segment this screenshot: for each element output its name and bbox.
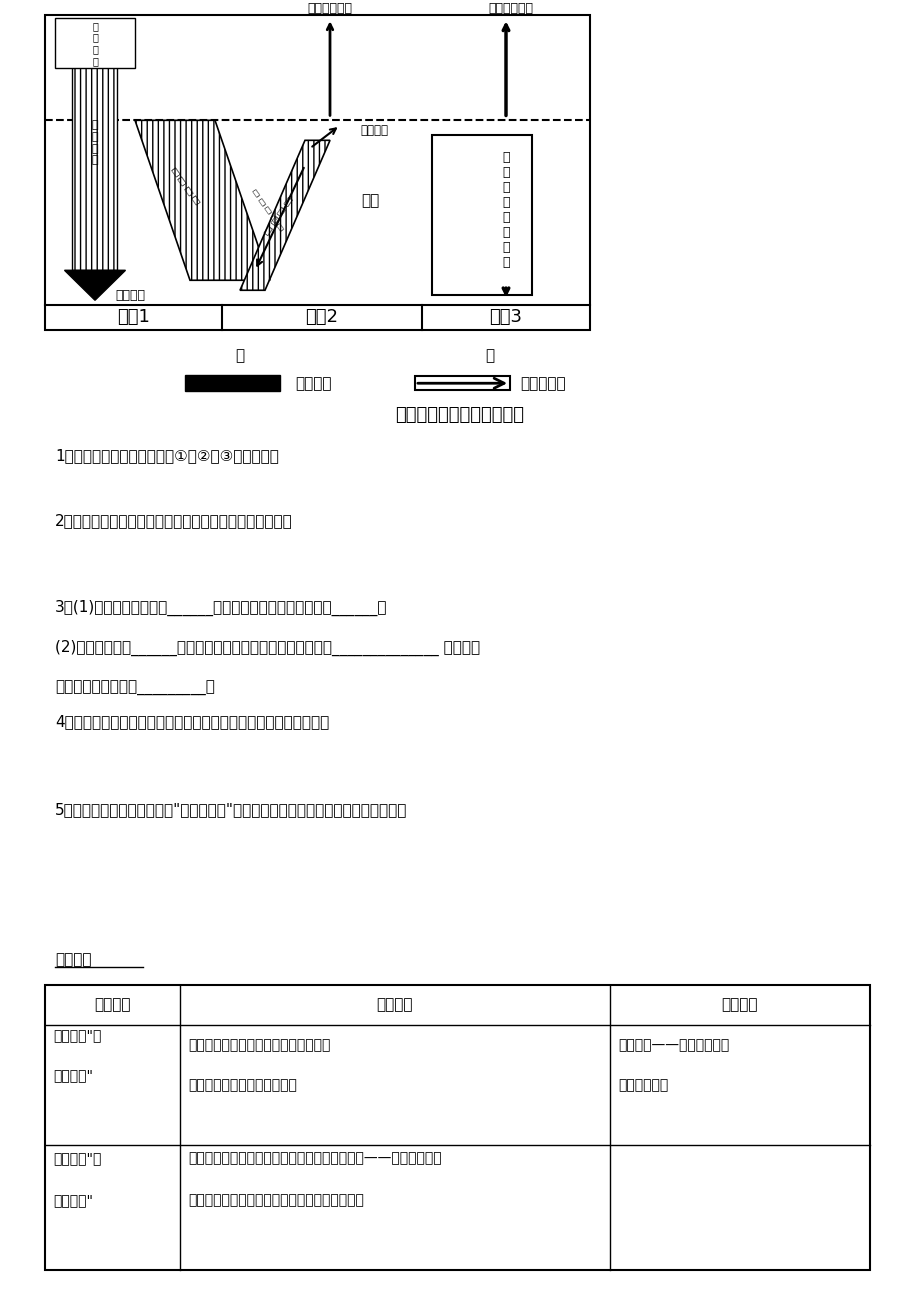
Text: 面的直接热源: 面的直接热源: [618, 1078, 667, 1092]
Polygon shape: [64, 271, 125, 301]
Text: 层越厚，保温作用越_________。: 层越厚，保温作用越_________。: [55, 681, 215, 695]
Text: 地面因吸收太阳辐射能而增温: 地面因吸收太阳辐射能而增温: [187, 1078, 297, 1092]
Text: (2)大气对地面有______作用：主要与大气对地面辐射的吸收和______________ 有关，云: (2)大气对地面有______作用：主要与大气对地面辐射的吸收和________…: [55, 641, 480, 656]
Text: 透过大气射向宇宙空间外，绝大部分被直接热源: 透过大气射向宇宙空间外，绝大部分被直接热源: [187, 1193, 364, 1207]
Polygon shape: [240, 141, 330, 290]
Text: 大
气
逆
辐
射: 大 气 逆 辐 射: [251, 187, 284, 233]
Text: 太
阳
辐
射: 太 阳 辐 射: [92, 120, 98, 165]
Text: 环节２："大: 环节２："大: [53, 1151, 101, 1165]
Text: 过程2: 过程2: [305, 309, 338, 327]
Text: 地暖大气": 地暖大气": [53, 1193, 93, 1207]
Text: 大
气
辐
射: 大 气 辐 射: [502, 151, 509, 210]
Bar: [55, 18, 135, 68]
Text: 射
向
地
面: 射 向 地 面: [502, 211, 509, 270]
Text: 地
面
辐
射: 地 面 辐 射: [262, 195, 293, 236]
Text: 大
气
吸
收: 大 气 吸 收: [169, 165, 200, 206]
Text: 太
阳
辐
射: 太 阳 辐 射: [92, 21, 97, 65]
Text: 地面增温——太阳辐射是地: 地面增温——太阳辐射是地: [618, 1038, 729, 1052]
FancyBboxPatch shape: [185, 375, 279, 391]
Text: 长波辐射：: 长波辐射：: [519, 376, 565, 391]
Text: 射向宇宙空间: 射向宇宙空间: [488, 1, 533, 14]
Bar: [432, 135, 531, 296]
Text: 过: 过: [235, 348, 244, 363]
Text: 地面向外辐射红外线长波辐射，除少数大气增温——地面是大气的: 地面向外辐射红外线长波辐射，除少数大气增温——地面是大气的: [187, 1151, 441, 1165]
Text: 5、运用图中原理解释为什么"高处不胜寒"？多云的夜晚为什么比晴朗的夜晚温暖些？: 5、运用图中原理解释为什么"高处不胜寒"？多云的夜晚为什么比晴朗的夜晚温暖些？: [55, 802, 407, 818]
Text: 受热过程: 受热过程: [94, 997, 130, 1013]
FancyBboxPatch shape: [414, 376, 509, 391]
Text: 大气: 大气: [360, 193, 379, 208]
Text: 4、小组合作讨论为什么月球表面的昼夜温度变化比地球表面剧烈？: 4、小组合作讨论为什么月球表面的昼夜温度变化比地球表面剧烈？: [55, 715, 329, 729]
Text: 程: 程: [485, 348, 494, 363]
Bar: [45, 986, 869, 1269]
Text: 2、地面和对流层大气的主要热量来源是否相同，为什么？: 2、地面和对流层大气的主要热量来源是否相同，为什么？: [55, 513, 292, 527]
Text: 过程3: 过程3: [489, 309, 522, 327]
Text: 绝大部分太阳辐射透过大气射到地面，: 绝大部分太阳辐射透过大气射到地面，: [187, 1038, 330, 1052]
Text: 归纳总结: 归纳总结: [55, 953, 91, 967]
Text: 3、(1)大气对太阳辐射有______作用，云层越厚，削弱作用越______。: 3、(1)大气对太阳辐射有______作用，云层越厚，削弱作用越______。: [55, 600, 387, 616]
Text: 具体说明: 具体说明: [377, 997, 413, 1013]
Text: 地理意义: 地理意义: [721, 997, 757, 1013]
Text: 地面吸收: 地面吸收: [115, 289, 145, 302]
Text: 环节１："太: 环节１："太: [53, 1029, 101, 1042]
Text: 阳暖大地": 阳暖大地": [53, 1068, 93, 1082]
Polygon shape: [73, 25, 118, 271]
Polygon shape: [135, 120, 269, 280]
Text: 短波辐射: 短波辐射: [295, 376, 331, 391]
Text: 射向宇宙空间: 射向宇宙空间: [307, 1, 352, 14]
Text: 过程1: 过程1: [117, 309, 150, 327]
Text: 大气上界: 大气上界: [359, 124, 388, 137]
Text: （箭头粗细表示能量多少）: （箭头粗细表示能量多少）: [395, 406, 524, 424]
Text: 1、从波长长短方面说出图中①、②、③波长特点。: 1、从波长长短方面说出图中①、②、③波长特点。: [55, 448, 278, 462]
